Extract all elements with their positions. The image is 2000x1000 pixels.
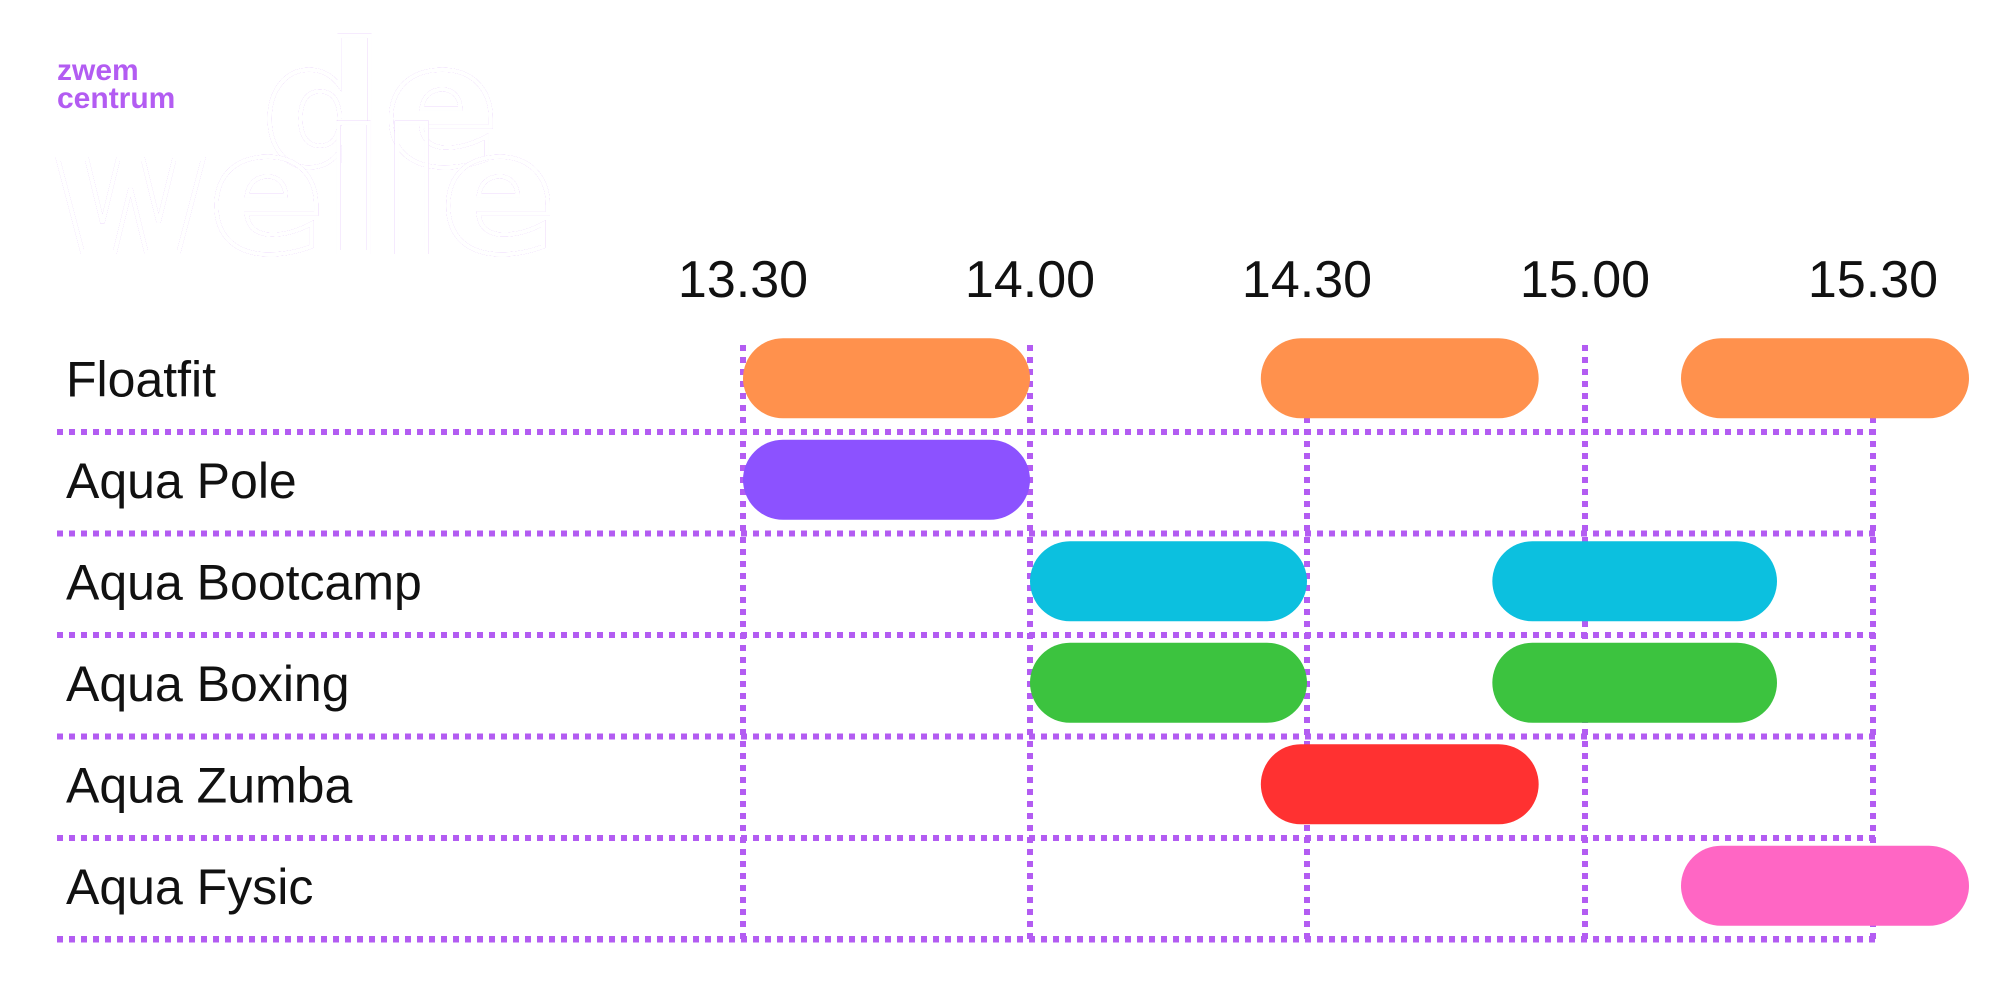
logo-word-gap: welle — [52, 95, 556, 293]
session-bar[interactable] — [1030, 642, 1307, 723]
time-axis-labels: 13.30 14.00 14.30 15.00 15.30 — [678, 251, 1938, 309]
activity-labels: Floatfit Aqua Pole Aqua Bootcamp Aqua Boxin… — [66, 351, 422, 915]
time-label: 13.30 — [678, 251, 808, 309]
logo-word-gap: de — [262, 8, 499, 206]
session-bar[interactable] — [1030, 541, 1307, 622]
logo-line-zwem: zwem — [57, 54, 139, 87]
session-bar[interactable] — [1492, 541, 1777, 622]
logo-word-stroke: de — [262, 8, 499, 206]
logo-word-stroke: welle — [52, 95, 556, 293]
logo-word-stroke: de — [262, 8, 499, 206]
time-label: 14.00 — [965, 251, 1095, 309]
session-bar[interactable] — [1260, 338, 1539, 419]
schedule-grid — [57, 345, 1876, 943]
logo-word-gap: welle — [52, 95, 556, 293]
session-bar[interactable] — [743, 338, 1030, 419]
session-bar[interactable] — [743, 439, 1030, 520]
activity-label: Aqua Bootcamp — [66, 554, 422, 610]
time-label: 14.30 — [1242, 251, 1372, 309]
activity-label: Floatfit — [66, 351, 216, 407]
logo-word-gap: welle — [52, 95, 556, 293]
activity-label: Aqua Fysic — [66, 859, 313, 915]
time-label: 15.30 — [1808, 251, 1938, 309]
logo-word-stroke: de — [262, 8, 499, 206]
activity-label: Aqua Pole — [66, 453, 297, 509]
session-bars — [743, 338, 1969, 926]
session-bar[interactable] — [1681, 845, 1969, 926]
logo-word-stroke: welle — [52, 95, 556, 293]
session-bar[interactable] — [1260, 744, 1539, 825]
logo-word-gap: de — [262, 8, 499, 206]
logo-line-centrum: centrum — [57, 82, 175, 115]
activity-label: Aqua Zumba — [66, 757, 352, 813]
session-bar[interactable] — [1681, 338, 1969, 419]
logo-word-stroke: welle — [52, 95, 556, 293]
session-bar[interactable] — [1492, 642, 1777, 723]
time-label: 15.00 — [1520, 251, 1650, 309]
activity-label: Aqua Boxing — [66, 656, 350, 712]
logo-word-gap: de — [262, 8, 499, 206]
